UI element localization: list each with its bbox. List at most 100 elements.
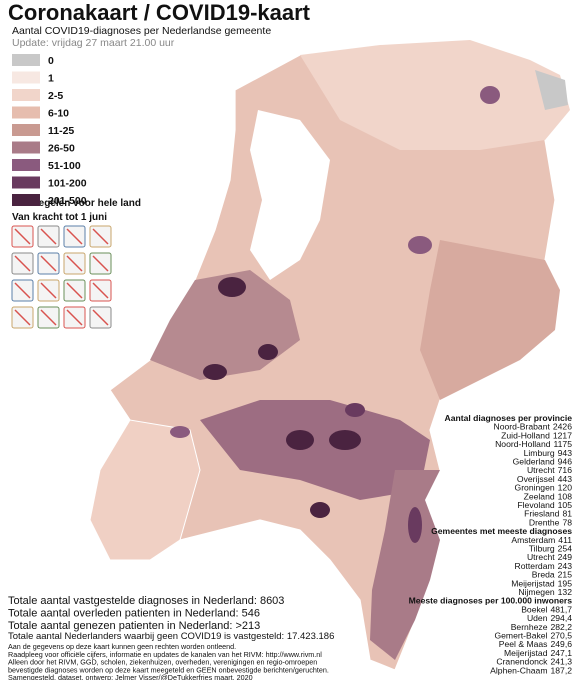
list-heading: Aantal diagnoses per provincie: [444, 413, 572, 423]
legend-label: 1: [48, 73, 54, 85]
list-row: Bernheze 282,2: [511, 622, 573, 632]
row-value: 105: [558, 500, 573, 510]
list-row: Peel & Maas 249,6: [499, 639, 572, 649]
measure-icon-cross: [40, 255, 57, 272]
row-value: 481,7: [550, 604, 572, 614]
measure-icon-cross: [92, 228, 109, 245]
list-row: Nijmegen 132: [518, 587, 572, 597]
hotspot: [258, 344, 278, 360]
ijsselmeer: [250, 110, 330, 280]
hotspot: [203, 364, 227, 380]
region-north: [300, 40, 570, 150]
measure-icon-cross: [92, 255, 109, 272]
row-value: 946: [558, 457, 573, 467]
hotspot: [408, 236, 432, 254]
row-name: Zeeland: [524, 491, 555, 501]
list-heading: Meeste diagnoses per 100.000 inwoners: [409, 596, 573, 606]
map: [89, 39, 571, 671]
row-value: 249,6: [550, 639, 572, 649]
row-name: Flevoland: [517, 500, 554, 510]
row-name: Boekel: [521, 604, 547, 614]
measure-icon-cross: [92, 309, 109, 326]
hotspot: [218, 277, 246, 297]
row-name: Drenthe: [529, 517, 560, 527]
legend-label: 2-5: [48, 90, 63, 102]
list-row: Noord-Brabant 2426: [494, 422, 573, 432]
footer-headline: Totale aantal Nederlanders waarbij geen …: [8, 631, 334, 642]
row-value: 294,4: [550, 613, 572, 623]
list-heading: Gemeentes met meeste diagnoses: [431, 526, 572, 536]
legend-label: 6-10: [48, 108, 69, 120]
row-name: Overijssel: [517, 474, 555, 484]
row-value: 241,3: [550, 657, 572, 667]
region-brabant: [200, 400, 430, 500]
row-name: Gelderland: [513, 457, 555, 467]
row-value: 943: [558, 448, 573, 458]
waddenzee-gap: [535, 70, 568, 110]
measure-icon-cross: [40, 309, 57, 326]
country-shape: [89, 39, 571, 671]
row-name: Groningen: [515, 483, 555, 493]
measures-subtitle: Van kracht tot 1 juni: [12, 212, 107, 223]
legend-swatch: [12, 89, 40, 101]
list-row: Rotterdam 243: [515, 561, 573, 571]
row-name: Breda: [532, 570, 555, 580]
row-value: 254: [558, 544, 573, 554]
legend-label: 11-25: [48, 125, 74, 137]
row-name: Noord-Holland: [495, 439, 551, 449]
footer-line: bevestigde diagnoses worden op deze kaar…: [8, 665, 329, 674]
list-row: Drenthe 78: [529, 517, 572, 527]
footer-line: Aan de gegevens op deze kaart kunnen gee…: [8, 642, 236, 651]
list-row: Flevoland 105: [517, 500, 572, 510]
region-limburg: [370, 470, 440, 660]
measures-title: Maatregelen voor hele land: [12, 198, 141, 209]
row-value: 270,5: [550, 631, 572, 641]
hotspot: [329, 430, 361, 450]
row-name: Tilburg: [529, 544, 555, 554]
measure-icon-cross: [66, 255, 83, 272]
legend-swatch: [12, 141, 40, 154]
row-value: 443: [558, 474, 573, 484]
total-line: Totale aantal overleden patienten in Ned…: [8, 608, 260, 620]
measure-icon-cross: [66, 282, 83, 299]
row-value: 1175: [554, 439, 573, 449]
row-value: 1217: [553, 430, 572, 440]
row-name: Noord-Brabant: [494, 422, 551, 432]
list-row: Tilburg 254: [529, 544, 573, 554]
measure-icon-cross: [14, 309, 31, 326]
measure-icon-cross: [14, 228, 31, 245]
total-line: Totale aantal vastgestelde diagnoses in …: [8, 595, 284, 607]
legend-swatch: [12, 106, 40, 119]
legend-label: 201-500: [48, 195, 87, 207]
legend-label: 26-50: [48, 143, 75, 155]
row-value: 81: [562, 509, 572, 519]
row-name: Meijerijstad: [504, 648, 548, 658]
list-row: Uden 294,4: [527, 613, 572, 623]
footer-line: Alleen door het RIVM, GGD, scholen, ziek…: [8, 658, 317, 667]
row-value: 243: [558, 561, 573, 571]
list-row: Zuid-Holland 1217: [501, 430, 572, 440]
list-row: Noord-Holland 1175: [495, 439, 572, 449]
row-name: Gemert-Bakel: [494, 631, 547, 641]
row-value: 78: [562, 517, 572, 527]
list-row: Utrecht 249: [527, 552, 572, 562]
row-value: 215: [558, 570, 573, 580]
row-name: Bernheze: [511, 622, 548, 632]
legend-swatch: [12, 159, 40, 171]
measure-icon-cross: [92, 282, 109, 299]
row-name: Utrecht: [527, 465, 555, 475]
row-name: Meijerijstad: [511, 578, 555, 588]
list-row: Overijssel 443: [517, 474, 572, 484]
row-value: 195: [558, 578, 573, 588]
legend-swatch: [12, 124, 40, 136]
legend-label: 0: [48, 55, 54, 67]
row-name: Utrecht: [527, 552, 555, 562]
legend-label: 51-100: [48, 160, 81, 172]
row-value: 411: [558, 535, 572, 545]
list-row: Gemert-Bakel 270,5: [494, 631, 572, 641]
row-value: 2426: [553, 422, 572, 432]
row-name: Alphen-Chaam: [490, 665, 547, 675]
